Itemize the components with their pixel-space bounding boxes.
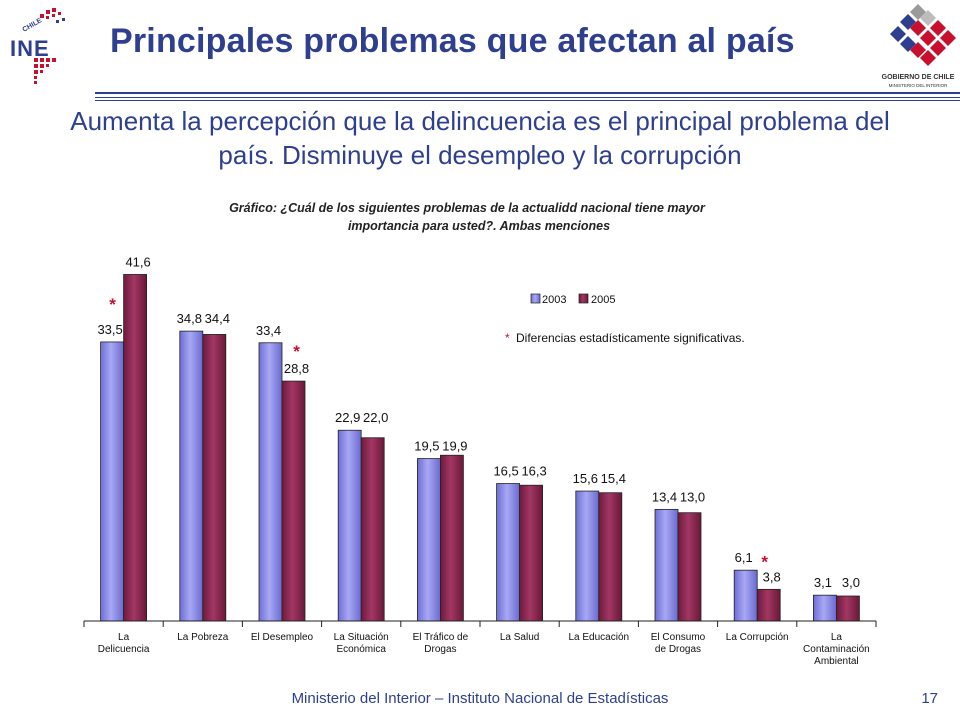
value-label-2005-3: 22,0 — [363, 410, 388, 425]
category-label-2-0: El Desempleo — [251, 632, 314, 643]
header-rule-thin — [95, 100, 960, 101]
bar-2003-8 — [733, 569, 758, 622]
note-text: Diferencias estadísticamente significati… — [516, 331, 745, 345]
category-label-8-0: La Corrupción — [726, 632, 789, 643]
bar-2005-6 — [598, 492, 623, 622]
gobierno-logo-lettering: GOBIERNO DE CHILE — [881, 74, 955, 81]
gobierno-logo-sublettering: MINISTERIO DEL INTERIOR — [888, 83, 948, 88]
value-label-2003-9: 3,1 — [814, 575, 832, 590]
legend-swatch-2003 — [530, 293, 541, 304]
bar-2003-5 — [496, 483, 521, 622]
value-label-2003-4: 19,5 — [414, 439, 439, 454]
ine-logo: CHILE INE — [4, 4, 94, 93]
category-label-6-0: La Educación — [568, 632, 629, 643]
category-label-7-1: de Drogas — [655, 644, 701, 655]
chart-title-line2: importancia para usted?. Ambas menciones — [348, 219, 610, 233]
bar-2003-9 — [813, 594, 837, 622]
value-label-2005-8: 3,8 — [763, 569, 781, 584]
bar-2003-3 — [337, 429, 362, 622]
category-label-3-0: La Situación — [334, 632, 389, 643]
value-label-2003-1: 34,8 — [177, 311, 202, 326]
significance-mark-8: * — [761, 552, 768, 571]
value-label-2003-8: 6,1 — [735, 550, 753, 565]
bar-2003-4 — [416, 458, 441, 622]
bar-2005-0 — [123, 274, 147, 622]
category-label-9-1: Contaminación — [803, 644, 870, 655]
bar-2005-8 — [756, 588, 781, 622]
value-label-2003-0: 33,5 — [97, 322, 122, 337]
legend-label-2003: 2003 — [542, 294, 566, 306]
legend-label-2005: 2005 — [591, 294, 615, 306]
category-label-0-1: Delicuencia — [98, 644, 150, 655]
bar-2003-6 — [575, 490, 600, 622]
bar-2005-2 — [281, 380, 306, 622]
category-label-7-0: El Consumo — [651, 632, 706, 643]
value-label-2005-9: 3,0 — [842, 575, 860, 590]
category-label-3-1: Económica — [336, 644, 386, 655]
value-label-2005-1: 34,4 — [205, 311, 230, 326]
note-marker: * — [505, 331, 510, 345]
value-label-2005-7: 13,0 — [680, 489, 705, 504]
footer-text: Ministerio del Interior – Instituto Naci… — [291, 690, 669, 707]
chart-note: * Diferencias estadísticamente significat… — [505, 331, 745, 345]
value-label-2005-5: 16,3 — [521, 464, 546, 479]
ine-dot-pattern — [34, 8, 61, 84]
bar-2003-0 — [100, 341, 124, 622]
page-number: 17 — [921, 690, 938, 707]
bar-2005-7 — [677, 512, 702, 622]
category-label-4-0: El Tráfico de — [413, 632, 469, 643]
chart-x-axis — [83, 620, 877, 627]
value-label-2005-2: 28,8 — [284, 361, 309, 376]
gobierno-de-chile-logo — [876, 2, 960, 79]
slide-subtitle: Aumenta la percepción que la delincuenci… — [70, 106, 890, 170]
chart-bars — [100, 274, 860, 622]
value-label-2005-0: 41,6 — [125, 254, 150, 269]
category-label-1-0: La Pobreza — [177, 632, 229, 643]
chart-legend: 2003 2005 — [530, 293, 615, 306]
bar-2005-4 — [439, 454, 464, 622]
bar-2005-5 — [519, 484, 543, 622]
category-label-4-1: Drogas — [424, 644, 456, 655]
chart-title-line1: Gráfico: ¿Cuál de los siguientes problem… — [229, 201, 706, 215]
bar-2003-7 — [654, 508, 679, 622]
header-rule-thin — [95, 97, 960, 98]
gobierno-logo-text: GOBIERNO DE CHILE MINISTERIO DEL INTERIO… — [876, 74, 960, 90]
value-label-2003-3: 22,9 — [335, 410, 360, 425]
category-label-0-0: La — [118, 632, 130, 643]
header-rule — [95, 92, 960, 94]
page-title: Principales problemas que afectan al paí… — [110, 22, 795, 60]
value-label-2003-5: 16,5 — [493, 464, 518, 479]
value-label-2005-6: 15,4 — [601, 471, 626, 486]
value-label-2003-2: 33,4 — [256, 323, 281, 338]
bar-2005-1 — [202, 334, 227, 622]
bar-2003-1 — [179, 330, 204, 622]
gobierno-logo-diamonds — [890, 4, 956, 66]
value-label-2003-6: 15,6 — [573, 471, 598, 486]
category-label-9-2: Ambiental — [814, 656, 858, 667]
bar-2003-2 — [258, 342, 283, 622]
category-label-9-0: La — [831, 632, 843, 643]
value-label-2003-7: 13,4 — [652, 489, 677, 504]
chart-value-labels: 33,5 41,6 34,8 34,4 33,4 28,8 22,9 22,0 19,5 19,9… — [97, 254, 859, 590]
category-label-5-0: La Salud — [500, 632, 539, 643]
significance-mark-0: * — [109, 295, 116, 314]
bar-2005-9 — [836, 595, 860, 622]
legend-swatch-2005 — [578, 293, 589, 304]
significance-mark-2: * — [293, 342, 300, 361]
value-label-2005-4: 19,9 — [442, 439, 467, 454]
ine-logo-ine-text: INE — [10, 36, 50, 61]
bar-2005-3 — [360, 437, 385, 622]
